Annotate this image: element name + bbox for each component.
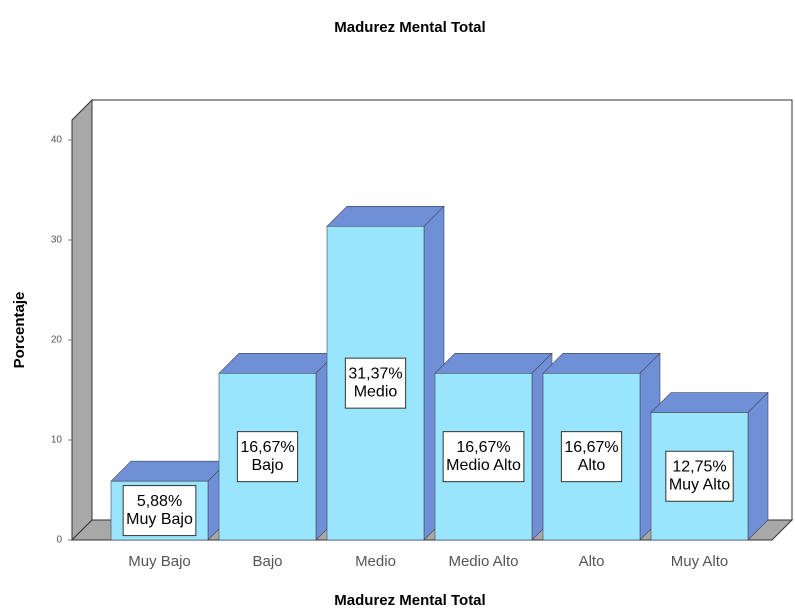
data-label: 16,67%Medio Alto [442, 431, 525, 483]
data-label-value: 16,67% [240, 439, 294, 456]
bar-top [542, 352, 661, 374]
x-tick-label: Muy Alto [671, 553, 729, 570]
y-tick-label: 0 [56, 535, 62, 546]
data-label: 16,67%Alto [560, 431, 623, 483]
data-label-value: 5,88% [137, 493, 182, 510]
data-label-box [122, 485, 197, 537]
data-label-box [236, 431, 299, 483]
bar-top [434, 352, 553, 374]
bar-top [650, 392, 769, 413]
y-tick-label: 10 [51, 435, 63, 446]
data-label-box [560, 431, 623, 483]
data-label-box [665, 450, 734, 502]
data-label-category: Medio Alto [446, 457, 521, 474]
y-tick-label: 20 [51, 335, 63, 346]
data-label: 31,37%Medio [344, 357, 407, 409]
data-label-category: Muy Bajo [126, 511, 193, 528]
data-label: 12,75%Muy Alto [665, 450, 734, 502]
x-tick-label: Alto [579, 553, 605, 570]
x-tick-label: Medio [355, 553, 396, 570]
data-label-category: Medio [354, 383, 398, 400]
data-label: 16,67%Bajo [236, 431, 299, 483]
x-axis-label: Madurez Mental Total [334, 592, 485, 609]
bar-top [326, 206, 445, 227]
data-label-value: 16,67% [456, 439, 510, 456]
data-label: 5,88%Muy Bajo [122, 485, 197, 537]
x-tick-label: Muy Bajo [128, 553, 191, 570]
data-label-value: 16,67% [564, 439, 618, 456]
data-label-value: 31,37% [348, 365, 402, 382]
side-wall [71, 98, 93, 542]
bar-top [218, 352, 337, 374]
data-label-category: Muy Alto [669, 476, 730, 493]
y-tick-label: 40 [51, 135, 63, 146]
x-tick-label: Bajo [252, 553, 282, 570]
data-label-category: Bajo [251, 457, 283, 474]
data-label-box [442, 431, 525, 483]
y-tick-label: 30 [51, 235, 63, 246]
y-axis-label: Porcentaje [11, 292, 28, 369]
data-label-box [344, 357, 407, 409]
bar-side [747, 391, 769, 541]
bar-top [110, 460, 229, 482]
chart-title: Madurez Mental Total [334, 19, 485, 36]
x-tick-label: Medio Alto [448, 553, 518, 570]
data-label-category: Alto [578, 457, 606, 474]
data-label-value: 12,75% [672, 458, 726, 475]
